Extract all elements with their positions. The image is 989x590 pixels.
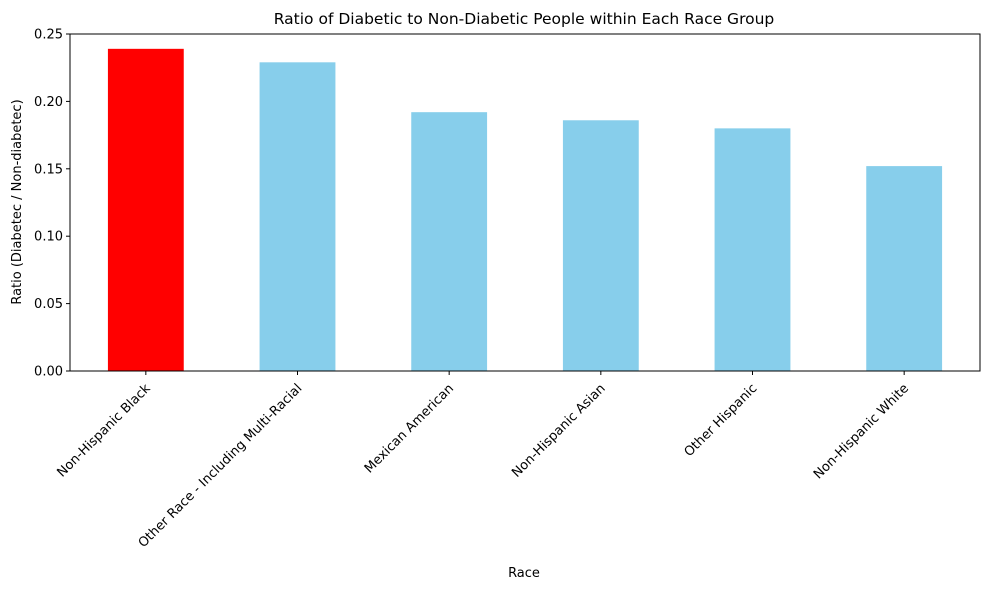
bar <box>411 112 488 372</box>
x-axis-label: Race <box>508 566 540 581</box>
y-axis-label: Ratio (Diabetec / Non-diabetec) <box>10 99 25 304</box>
bar <box>866 166 943 371</box>
x-tick-label: Non-Hispanic White <box>811 381 912 482</box>
y-tick-label: 0.00 <box>34 365 63 380</box>
chart-title: Ratio of Diabetic to Non-Diabetic People… <box>274 10 775 28</box>
bar <box>259 62 336 372</box>
y-tick-label: 0.20 <box>34 95 63 110</box>
y-tick-label: 0.25 <box>34 28 63 43</box>
x-tick-label: Other Hispanic <box>682 381 761 460</box>
x-tick-label: Other Race - Including Multi-Racial <box>136 381 306 551</box>
bar <box>562 120 639 371</box>
plot-area: 0.00 0.05 0.10 0.15 0.20 0.25 Non-Hispanic Bla… <box>34 28 981 551</box>
x-tick-label: Non-Hispanic Asian <box>509 381 608 480</box>
y-tick-label: 0.15 <box>34 162 63 177</box>
y-tick-label: 0.05 <box>34 297 63 312</box>
x-tick-label: Mexican American <box>362 381 457 476</box>
x-tick-label: Non-Hispanic Black <box>54 381 154 481</box>
axes-frame <box>69 33 981 372</box>
bar <box>714 128 791 371</box>
y-tick-label: 0.10 <box>34 230 63 245</box>
bar <box>107 48 184 371</box>
